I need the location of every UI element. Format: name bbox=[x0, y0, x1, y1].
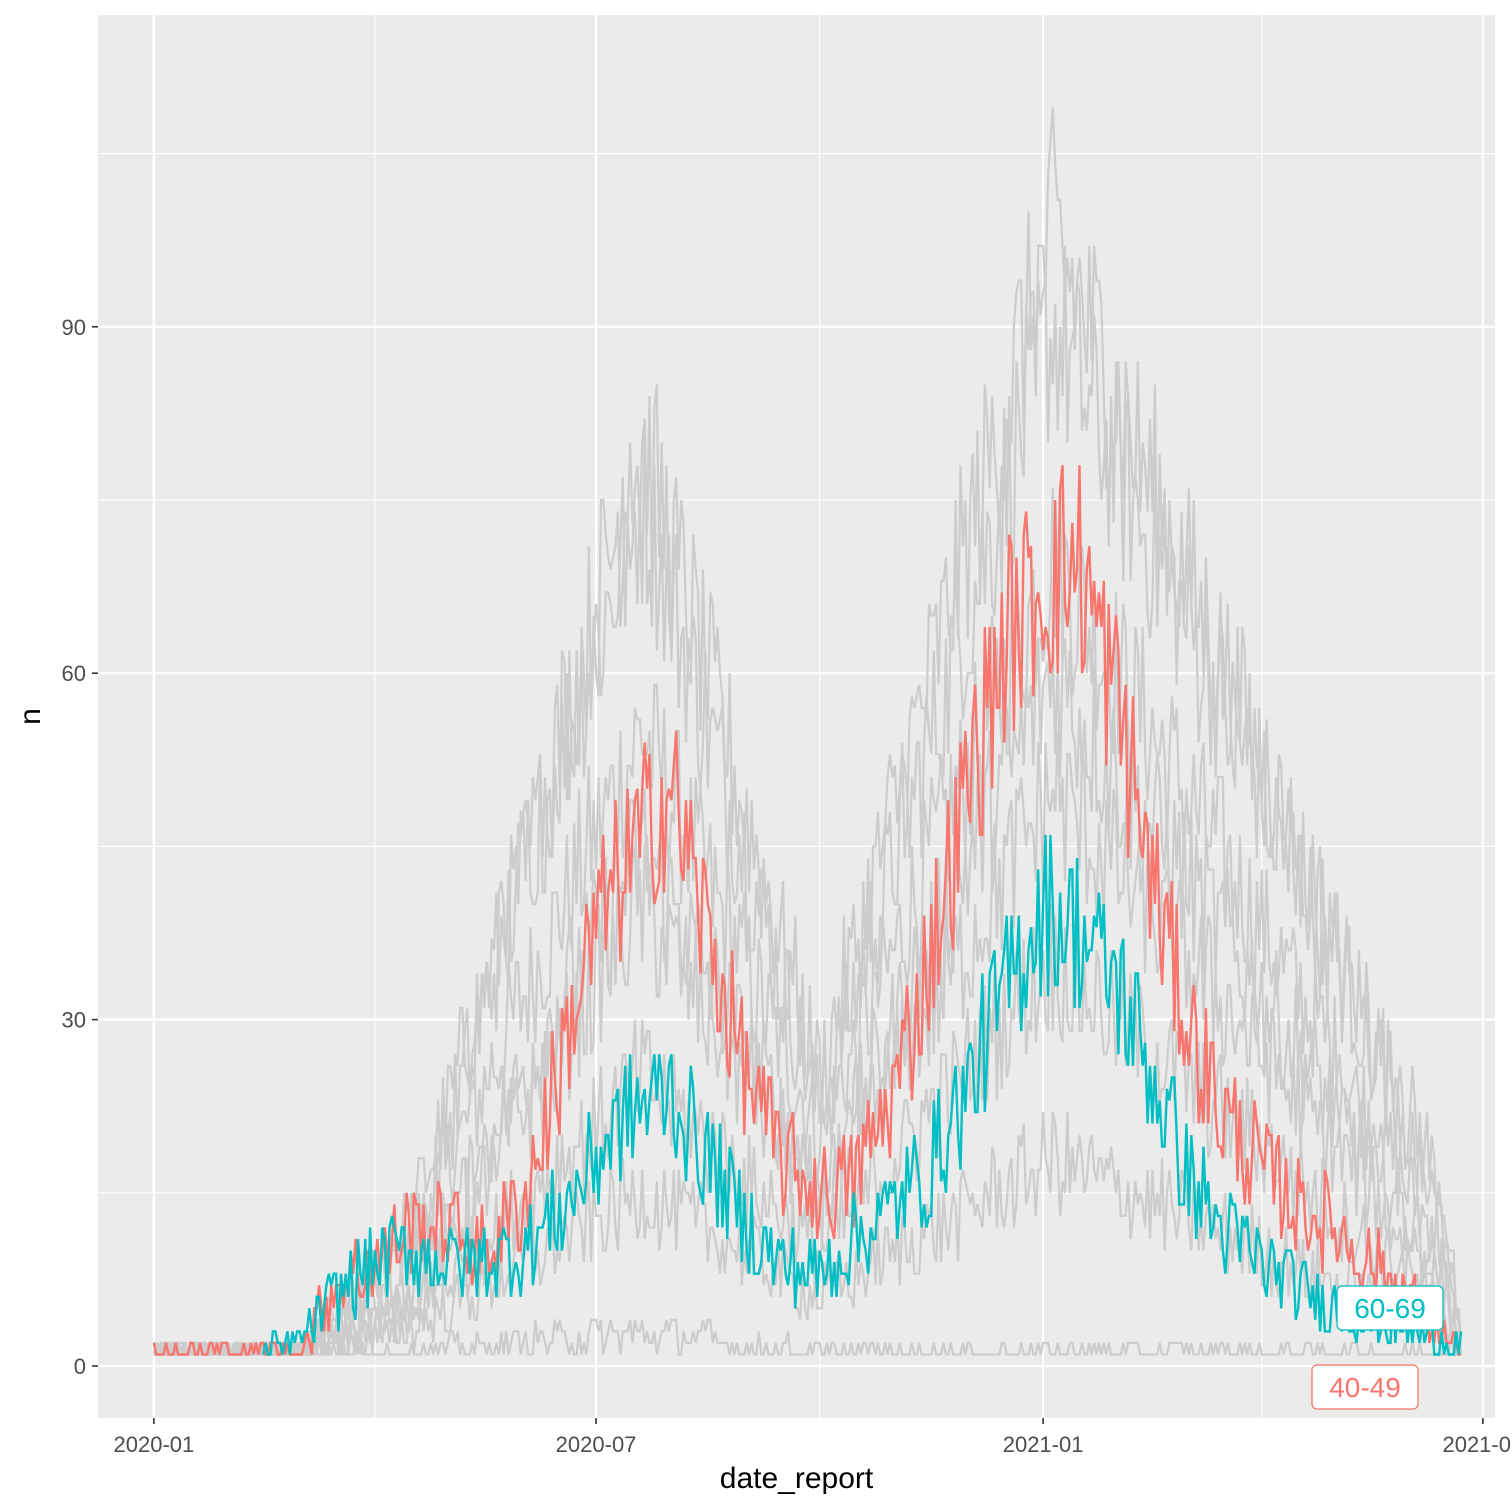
end-label-text: 60-69 bbox=[1354, 1293, 1426, 1324]
y-axis-title: n bbox=[14, 708, 47, 725]
x-tick-label: 2020-07 bbox=[556, 1432, 637, 1457]
major-gridlines bbox=[98, 15, 1495, 1418]
y-tick-label: 60 bbox=[62, 661, 86, 686]
series-line-40-49 bbox=[152, 465, 1461, 1356]
highlighted-series-group bbox=[152, 465, 1463, 1356]
y-tick-label: 90 bbox=[62, 315, 86, 340]
end-label-text: 40-49 bbox=[1329, 1372, 1401, 1403]
background-series-line bbox=[152, 730, 1461, 1356]
end-labels: 40-49 60-69 bbox=[1311, 1285, 1444, 1410]
end-label-box bbox=[1311, 1364, 1419, 1410]
end-label-box bbox=[1336, 1285, 1444, 1331]
y-tick-label: 0 bbox=[74, 1354, 86, 1379]
background-series-line bbox=[153, 1318, 1461, 1356]
end-label-40-49: 40-49 bbox=[1311, 1364, 1419, 1410]
series-line-60-69 bbox=[262, 834, 1463, 1356]
x-tick-label: 2020-01 bbox=[114, 1432, 195, 1457]
end-label-60-69: 60-69 bbox=[1336, 1285, 1444, 1331]
y-tick-label: 30 bbox=[62, 1008, 86, 1033]
x-tick-label: 2021-01 bbox=[1003, 1432, 1084, 1457]
y-axis: 0 30 60 90 bbox=[62, 315, 98, 1379]
x-axis-title: date_report bbox=[720, 1462, 874, 1495]
background-series-line bbox=[152, 1111, 1463, 1356]
background-series-line bbox=[153, 904, 1461, 1356]
x-axis: 2020-01 2020-07 2021-01 2021-07 bbox=[114, 1418, 1512, 1457]
plot-panel bbox=[98, 15, 1495, 1418]
x-tick-label: 2021-07 bbox=[1442, 1432, 1512, 1457]
